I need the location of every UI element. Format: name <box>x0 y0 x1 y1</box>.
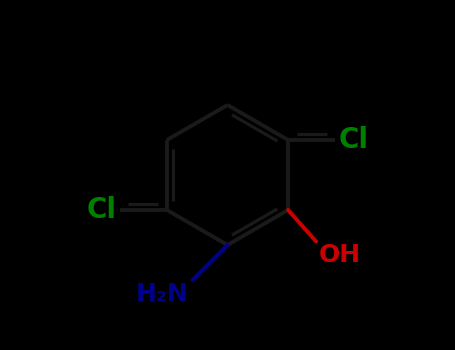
Text: H₂N: H₂N <box>136 282 189 306</box>
Text: Cl: Cl <box>338 126 368 154</box>
Text: OH: OH <box>319 243 361 267</box>
Text: Cl: Cl <box>87 196 117 224</box>
